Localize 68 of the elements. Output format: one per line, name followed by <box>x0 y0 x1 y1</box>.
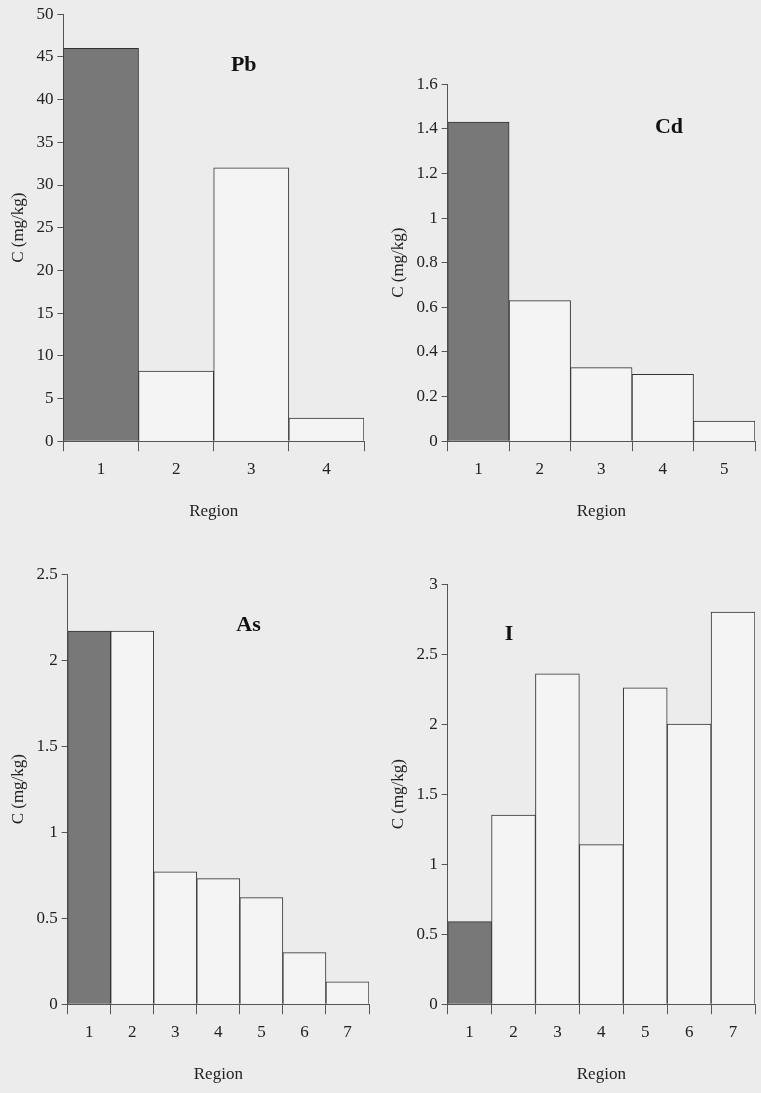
y-tick-label: 1.5 <box>36 735 58 755</box>
y-tick-label: 0 <box>429 993 438 1013</box>
y-tick-label: 1 <box>429 853 438 873</box>
y-tick-label: 1.4 <box>416 118 439 138</box>
y-tick-label: 0.5 <box>36 907 58 927</box>
y-tick-label: 2.5 <box>416 643 438 663</box>
x-tick-label: 2 <box>127 1021 137 1041</box>
y-tick-label: 1.2 <box>416 162 438 182</box>
x-tick-label: 1 <box>96 458 106 478</box>
y-tick-label: 35 <box>36 131 54 151</box>
x-tick-label: 2 <box>509 1021 518 1041</box>
y-tick-label: 30 <box>36 174 54 194</box>
x-tick-label: 5 <box>720 458 729 478</box>
x-axis-title: Region <box>193 1064 244 1084</box>
x-tick-label: 1 <box>474 458 483 478</box>
x-tick-label: 4 <box>658 458 668 478</box>
y-tick-label: 0 <box>44 430 54 450</box>
x-tick-label: 3 <box>553 1021 562 1041</box>
y-tick-label: 20 <box>36 259 54 279</box>
x-axis-title: Region <box>576 1064 627 1084</box>
x-tick-label: 5 <box>640 1021 650 1041</box>
x-tick-label: 3 <box>247 458 256 478</box>
x-tick-label: 3 <box>171 1021 180 1041</box>
x-tick-label: 1 <box>84 1021 94 1041</box>
x-axis-title: Region <box>189 501 239 521</box>
y-tick-label: 0.4 <box>416 341 439 361</box>
y-tick-label: 15 <box>36 302 54 322</box>
x-tick-label: 4 <box>597 1021 607 1041</box>
x-tick-label: 7 <box>728 1021 738 1041</box>
y-axis-title: C (mg/kg) <box>387 759 407 830</box>
y-tick-label: 1 <box>49 821 58 841</box>
y-tick-label: 45 <box>36 46 54 66</box>
text: I <box>504 620 514 646</box>
x-tick-label: 6 <box>684 1021 694 1041</box>
text: Pb <box>230 51 257 77</box>
y-tick-label: 40 <box>36 89 54 109</box>
y-tick-label: 1.6 <box>416 73 438 93</box>
y-axis-title: C (mg/kg) <box>387 227 407 298</box>
y-tick-label: 5 <box>44 387 54 407</box>
x-axis-title: Region <box>576 501 627 521</box>
y-axis-title: C (mg/kg) <box>7 754 27 825</box>
x-tick-label: 5 <box>257 1021 266 1041</box>
y-tick-label: 0 <box>429 430 438 450</box>
y-tick-label: 0.6 <box>416 296 438 316</box>
x-tick-label: 2 <box>171 458 181 478</box>
y-tick-label: 0 <box>49 993 58 1013</box>
x-tick-label: 1 <box>465 1021 474 1041</box>
x-tick-label: 3 <box>597 458 606 478</box>
x-tick-label: 4 <box>322 458 332 478</box>
y-tick-label: 3 <box>429 573 438 593</box>
y-tick-label: 1 <box>429 207 438 227</box>
y-tick-label: 0.2 <box>416 386 438 406</box>
y-tick-label: 2 <box>49 649 58 669</box>
y-tick-label: 2 <box>429 713 438 733</box>
y-tick-label: 0.5 <box>416 923 438 943</box>
x-tick-label: 7 <box>343 1021 353 1041</box>
text: Cd <box>654 112 683 138</box>
y-tick-label: 25 <box>36 217 54 237</box>
y-tick-label: 0.8 <box>416 252 438 272</box>
x-tick-label: 2 <box>535 458 545 478</box>
y-axis-title: C (mg/kg) <box>7 192 27 263</box>
x-tick-label: 6 <box>300 1021 309 1041</box>
text: As <box>236 611 262 637</box>
y-tick-label: 10 <box>36 345 54 365</box>
y-tick-label: 2.5 <box>36 563 58 583</box>
y-tick-label: 50 <box>36 3 54 23</box>
y-tick-label: 1.5 <box>416 783 438 803</box>
x-tick-label: 4 <box>214 1021 224 1041</box>
